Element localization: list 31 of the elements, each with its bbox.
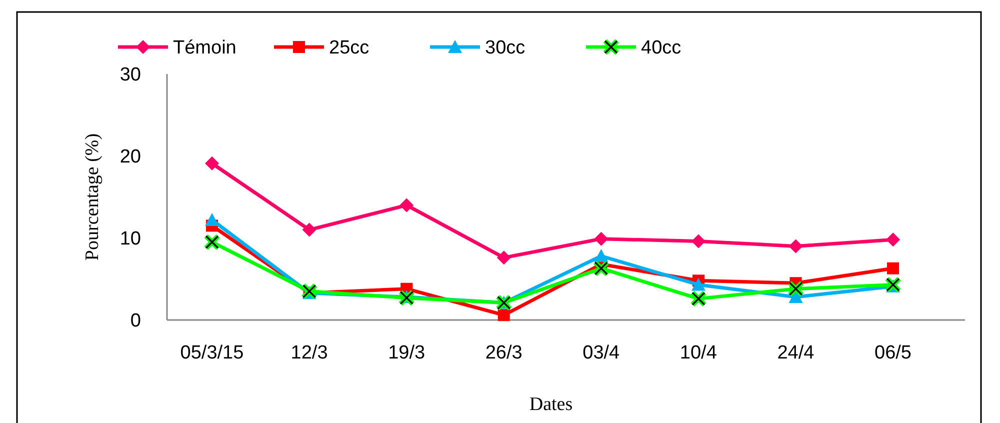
x-tick-label: 05/3/15 [180, 342, 244, 364]
point [498, 309, 510, 322]
legend-label: Témoin [173, 38, 236, 59]
point [691, 234, 706, 248]
y-tick-label: 20 [120, 146, 141, 168]
legend-label: 40cc [641, 38, 682, 59]
point [887, 262, 899, 274]
x-tick-label: 26/3 [485, 342, 522, 364]
x-tick-label: 10/4 [680, 342, 718, 364]
point [302, 222, 316, 237]
x-axis-title: Dates [529, 394, 573, 415]
point [205, 156, 219, 170]
legend-label: 30cc [485, 38, 526, 59]
point [788, 239, 803, 254]
point [594, 232, 608, 246]
point [691, 278, 706, 291]
point [496, 250, 511, 265]
legend-label: 25cc [329, 38, 370, 59]
point [400, 198, 414, 212]
y-tick-label: 30 [120, 64, 141, 86]
y-axis-title: Pourcentage (%) [82, 133, 103, 261]
y-tick-label: 10 [120, 228, 141, 250]
point [205, 212, 219, 226]
x-tick-label: 03/4 [582, 342, 620, 364]
x-tick-label: 19/3 [388, 342, 426, 364]
y-tick-label: 0 [130, 310, 141, 332]
x-tick-label: 24/4 [777, 342, 815, 364]
point [886, 232, 900, 247]
x-tick-label: 06/5 [874, 342, 912, 364]
point [594, 249, 608, 262]
x-tick-label: 12/3 [290, 342, 328, 364]
